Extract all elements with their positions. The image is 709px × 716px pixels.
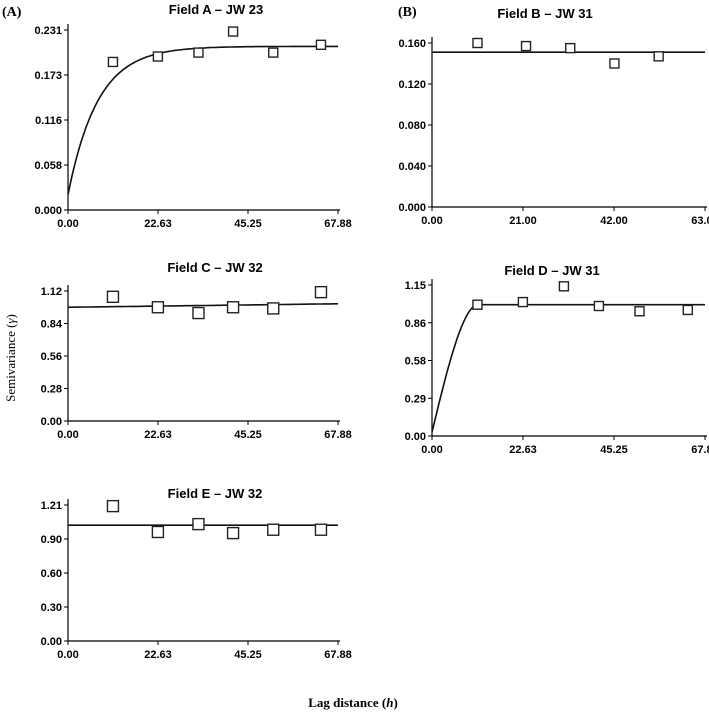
data-point	[192, 517, 205, 531]
x-tick-label: 0.00	[421, 444, 442, 456]
model-curve	[67, 302, 338, 309]
x-tick-label: 22.63	[144, 649, 172, 661]
x-tick-label: 0.00	[421, 215, 442, 227]
y-tick-label: 0.90	[41, 534, 62, 546]
data-point	[634, 306, 645, 317]
data-point	[151, 525, 165, 539]
y-tick-label: 0.173	[34, 70, 62, 82]
y-tick-label: 0.058	[34, 160, 62, 172]
y-tick-label: 0.60	[41, 568, 62, 580]
x-tick-label: 22.63	[144, 429, 172, 441]
x-tick-label: 63.00	[691, 215, 709, 227]
y-tick-label: 0.116	[35, 115, 62, 127]
x-tick-label: 67.88	[324, 218, 352, 230]
data-point	[106, 499, 120, 513]
data-point	[226, 526, 240, 540]
chart-title: Field E – JW 32	[168, 486, 263, 501]
y-tick-label: 0.56	[41, 351, 62, 363]
x-tick-label: 22.63	[509, 444, 537, 456]
chart-field-e: Field E – JW 32 0.00 22.63 45.25 67.88 0.00 0.…	[41, 486, 352, 661]
x-tick-label: 22.63	[144, 218, 172, 230]
y-tick-label: 0.30	[41, 602, 62, 614]
data-point	[472, 37, 483, 49]
chart-title: Field A – JW 23	[169, 2, 263, 17]
y-tick-label: 0.00	[41, 416, 62, 428]
data-point	[151, 301, 165, 314]
data-point	[314, 285, 328, 299]
chart-title: Field C – JW 32	[167, 260, 262, 275]
panel-label-a: (A)	[2, 5, 22, 20]
data-point	[558, 281, 570, 292]
data-point	[593, 300, 605, 312]
chart-field-d: Field D – JW 31 0.00 22.63 45.25 67.88 0.00 0.…	[405, 263, 709, 456]
y-tick-label: 0.58	[405, 356, 426, 368]
data-point	[609, 58, 620, 69]
data-point	[520, 40, 532, 52]
x-tick-label: 45.25	[600, 444, 628, 456]
x-tick-label: 45.25	[234, 218, 262, 230]
data-point	[227, 26, 239, 37]
x-tick-label: 45.25	[234, 649, 262, 661]
x-axis-label: Lag distance (h)	[308, 695, 398, 710]
y-tick-label: 0.00	[405, 431, 426, 443]
y-tick-label: 0.84	[41, 319, 63, 331]
data-point	[682, 304, 693, 316]
x-tick-label: 0.00	[57, 218, 78, 230]
model-curve	[67, 45, 338, 195]
y-tick-label: 0.231	[34, 25, 62, 37]
x-tick-label: 67.88	[691, 444, 709, 456]
data-point	[472, 299, 483, 310]
y-tick-label: 0.080	[398, 120, 426, 132]
data-point	[106, 290, 120, 304]
y-tick-label: 0.040	[398, 161, 426, 173]
y-tick-label: 0.00	[41, 636, 62, 648]
x-tick-label: 67.88	[324, 649, 352, 661]
y-tick-label: 0.000	[398, 202, 426, 214]
panel-label-b: (B)	[398, 5, 417, 20]
chart-title: Field B – JW 31	[497, 6, 592, 21]
data-point	[267, 523, 280, 536]
x-tick-label: 67.88	[324, 429, 352, 441]
y-axis-label: Semivariance (γ)	[3, 314, 18, 402]
y-tick-label: 0.29	[405, 393, 426, 405]
data-point	[653, 51, 664, 62]
y-tick-label: 0.120	[398, 79, 426, 91]
x-tick-label: 21.00	[509, 215, 537, 227]
model-curve	[431, 303, 705, 433]
data-point	[267, 302, 280, 315]
data-point	[152, 51, 164, 62]
data-point	[192, 306, 205, 320]
y-tick-label: 1.12	[41, 286, 62, 298]
data-point	[107, 56, 119, 68]
data-point	[315, 39, 327, 51]
data-point	[517, 296, 529, 308]
data-point	[193, 47, 204, 58]
chart-field-a: Field A – JW 23 0.00 22.63 45.25 67.88 0.000 0…	[34, 2, 351, 230]
chart-field-b: Field B – JW 31 0.00 21.00 42.00 63.00 0.000 0…	[398, 6, 709, 227]
data-point	[226, 301, 240, 314]
y-tick-label: 1.21	[41, 500, 62, 512]
data-point	[268, 47, 279, 58]
chart-title: Field D – JW 31	[504, 263, 599, 278]
data-point	[565, 42, 576, 54]
x-tick-label: 0.00	[57, 429, 78, 441]
chart-field-c: Field C – JW 32 0.00 22.63 45.25 67.88 0.00 0.…	[41, 260, 352, 441]
y-tick-label: 1.15	[405, 280, 426, 292]
x-tick-label: 0.00	[57, 649, 78, 661]
data-point	[314, 523, 328, 536]
x-tick-label: 45.25	[234, 429, 262, 441]
y-tick-label: 0.000	[34, 205, 62, 217]
x-tick-label: 42.00	[600, 215, 628, 227]
y-tick-label: 0.160	[398, 38, 426, 50]
y-tick-label: 0.28	[41, 384, 62, 396]
y-tick-label: 0.86	[405, 318, 426, 330]
